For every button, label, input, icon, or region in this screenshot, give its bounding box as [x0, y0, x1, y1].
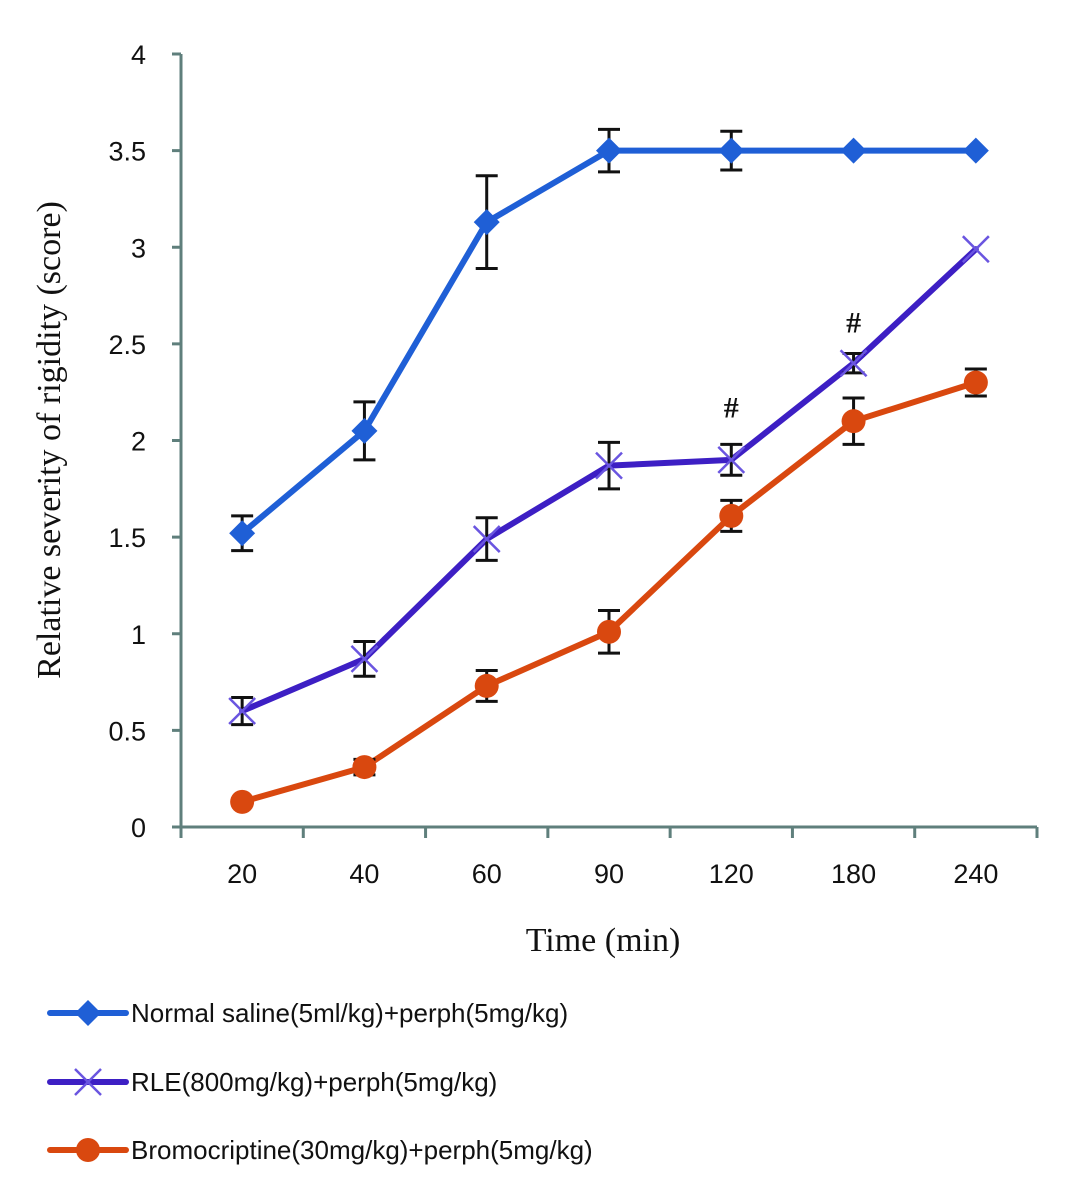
- diamond-marker: [229, 520, 256, 547]
- series-3: [230, 367, 988, 814]
- x-marker: [717, 445, 746, 474]
- x-marker-stroke: [228, 697, 257, 725]
- x-axis-title: Time (min): [526, 922, 681, 959]
- legend-item: Normal saline(5ml/kg)+perph(5mg/kg): [47, 998, 568, 1028]
- diamond-marker: [75, 1000, 101, 1026]
- diamond-marker: [718, 137, 745, 164]
- legend-item: Bromocriptine(30mg/kg)+perph(5mg/kg): [47, 1135, 593, 1165]
- x-tick-label: 90: [594, 859, 624, 889]
- significance-marker: #: [724, 392, 739, 425]
- diamond-marker: [840, 137, 867, 164]
- x-marker: [472, 525, 501, 553]
- x-marker-stroke: [717, 445, 746, 474]
- y-tick-label: 4: [131, 40, 146, 70]
- x-tick-label: 180: [831, 859, 876, 889]
- series-1: [229, 127, 989, 553]
- legend-label: Bromocriptine(30mg/kg)+perph(5mg/kg): [131, 1135, 593, 1165]
- x-marker-stroke: [595, 451, 623, 480]
- x-tick-label: 20: [227, 859, 257, 889]
- y-tick-label: 3.5: [108, 137, 146, 167]
- x-marker-stroke: [472, 525, 501, 553]
- diamond-marker: [351, 417, 378, 444]
- y-tick-label: 0: [131, 813, 146, 843]
- x-marker-stroke: [350, 644, 379, 673]
- circle-marker: [76, 1138, 100, 1162]
- diamond-marker: [962, 137, 989, 164]
- legend-label: RLE(800mg/kg)+perph(5mg/kg): [131, 1067, 497, 1097]
- y-axis-title: Relative severity of rigidity (score): [31, 201, 68, 679]
- y-tick-label: 1.5: [108, 523, 146, 553]
- circle-marker: [474, 673, 499, 698]
- diamond-marker: [596, 137, 622, 164]
- circle-marker: [719, 503, 744, 528]
- annotations: ##: [724, 307, 861, 425]
- x-marker: [839, 349, 868, 378]
- y-tick-label: 1: [131, 620, 146, 650]
- circle-marker: [230, 789, 255, 814]
- circle-marker: [352, 755, 377, 780]
- legend: Normal saline(5ml/kg)+perph(5mg/kg) RLE(8…: [47, 998, 593, 1165]
- x-marker: [228, 697, 257, 725]
- x-ticks: 20 40 60 90 120 180 240: [179, 827, 1039, 889]
- y-tick-label: 0.5: [108, 716, 146, 746]
- x-marker: [350, 644, 379, 673]
- circle-marker: [597, 619, 621, 644]
- x-tick-label: 40: [349, 859, 379, 889]
- x-marker: [74, 1068, 102, 1096]
- legend-label: Normal saline(5ml/kg)+perph(5mg/kg): [131, 998, 568, 1028]
- x-marker-stroke: [839, 349, 868, 378]
- y-tick-label: 2.5: [108, 330, 146, 360]
- x-tick-label: 60: [472, 859, 502, 889]
- y-tick-label: 3: [131, 233, 146, 263]
- series-layer: [228, 127, 990, 814]
- y-tick-label: 2: [131, 427, 146, 457]
- x-marker-stroke: [74, 1068, 102, 1096]
- x-tick-label: 120: [709, 859, 754, 889]
- x-marker-stroke: [961, 235, 990, 264]
- x-marker: [595, 451, 623, 480]
- x-marker: [961, 235, 990, 264]
- significance-marker: #: [846, 307, 861, 340]
- legend-item: RLE(800mg/kg)+perph(5mg/kg): [47, 1067, 497, 1097]
- y-ticks: 0 0.5 1 1.5 2 2.5 3 3.5 4: [108, 40, 181, 843]
- series-2: [228, 235, 990, 727]
- diamond-marker: [473, 209, 500, 236]
- circle-marker: [963, 370, 988, 395]
- circle-marker: [841, 409, 866, 434]
- x-tick-label: 240: [953, 859, 998, 889]
